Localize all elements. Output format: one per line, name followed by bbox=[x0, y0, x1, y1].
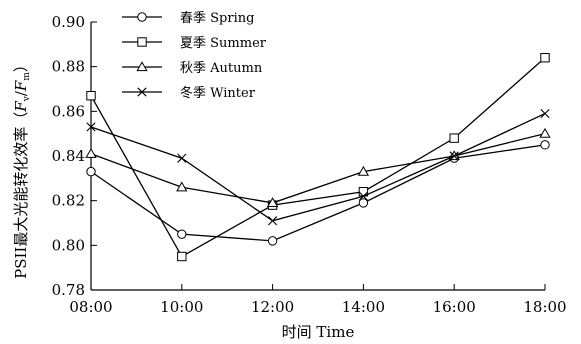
x-tick-label: 16:00 bbox=[433, 298, 476, 316]
y-tick-label: 0.90 bbox=[52, 13, 85, 31]
series-line bbox=[90, 144, 546, 242]
legend-item: 夏季 Summer bbox=[122, 36, 267, 51]
y-tick-label: 0.80 bbox=[52, 236, 85, 254]
series-x bbox=[86, 108, 550, 226]
y-axis-title-fm: F bbox=[12, 80, 30, 92]
data-point bbox=[357, 165, 370, 176]
legend-label: 夏季 Summer bbox=[180, 36, 267, 51]
legend-marker bbox=[137, 87, 147, 97]
series-circle bbox=[86, 140, 550, 246]
y-axis-title-close: ） bbox=[12, 57, 30, 72]
data-point bbox=[176, 181, 188, 192]
data-point bbox=[267, 236, 278, 246]
data-point bbox=[85, 147, 97, 158]
y-axis-title-fm-sub: m bbox=[22, 72, 32, 81]
data-point bbox=[358, 198, 369, 208]
y-axis-title: PSII最大光能转化效率（Fv/Fm） bbox=[12, 57, 32, 279]
legend-item: 秋季 Autumn bbox=[122, 61, 263, 76]
x-axis-ticks: 08:00 10:00 12:00 14:00 16:00 18:00 bbox=[69, 284, 567, 316]
y-tick-label: 0.82 bbox=[52, 192, 85, 210]
y-axis-title-slash: / bbox=[12, 90, 30, 96]
series-line bbox=[90, 57, 546, 258]
y-axis-ticks: 0.78 0.80 0.82 0.84 0.86 0.88 0.90 bbox=[52, 13, 97, 299]
series-layer bbox=[85, 53, 551, 262]
data-point bbox=[540, 53, 550, 63]
y-axis-title-fv-sub: v bbox=[22, 95, 32, 102]
data-point bbox=[177, 153, 187, 163]
legend-marker bbox=[137, 12, 147, 22]
y-tick-label: 0.84 bbox=[52, 147, 85, 165]
y-axis-title-fv: F bbox=[12, 101, 30, 113]
x-tick-label: 12:00 bbox=[251, 298, 294, 316]
legend-item: 春季 Spring bbox=[122, 11, 254, 26]
series-line bbox=[90, 133, 546, 204]
series-line bbox=[90, 112, 546, 222]
y-axis-title-main: PSII最大光能转化效率（ bbox=[12, 112, 30, 279]
x-tick-label: 14:00 bbox=[342, 298, 385, 316]
data-point bbox=[177, 251, 187, 262]
legend-label: 秋季 Autumn bbox=[180, 61, 263, 76]
x-tick-label: 18:00 bbox=[523, 298, 566, 316]
legend-marker bbox=[136, 61, 148, 72]
series-square bbox=[86, 53, 550, 262]
data-point bbox=[86, 166, 96, 177]
legend-label: 冬季 Winter bbox=[180, 85, 256, 101]
y-tick-label: 0.86 bbox=[52, 102, 85, 120]
data-point bbox=[86, 91, 96, 101]
y-tick-label: 0.78 bbox=[52, 281, 85, 299]
data-point bbox=[266, 197, 279, 207]
y-tick-label: 0.88 bbox=[52, 58, 85, 76]
x-tick-label: 10:00 bbox=[160, 298, 203, 316]
data-point bbox=[539, 127, 551, 138]
data-point bbox=[358, 191, 368, 201]
data-point bbox=[268, 216, 278, 226]
x-tick-label: 08:00 bbox=[69, 298, 112, 316]
legend-item: 冬季 Winter bbox=[122, 85, 256, 101]
legend: 春季 Spring 夏季 Summer 秋季 Autumn 冬季 Winter bbox=[122, 11, 267, 101]
data-point bbox=[86, 122, 96, 132]
data-point bbox=[449, 133, 459, 143]
series-triangle bbox=[85, 127, 551, 207]
legend-marker bbox=[137, 37, 147, 47]
x-axis-title: 时间 Time bbox=[282, 323, 355, 341]
data-point bbox=[177, 229, 187, 239]
data-point bbox=[540, 140, 550, 150]
data-point bbox=[540, 108, 550, 119]
legend-label: 春季 Spring bbox=[180, 11, 254, 26]
data-point bbox=[449, 151, 459, 161]
